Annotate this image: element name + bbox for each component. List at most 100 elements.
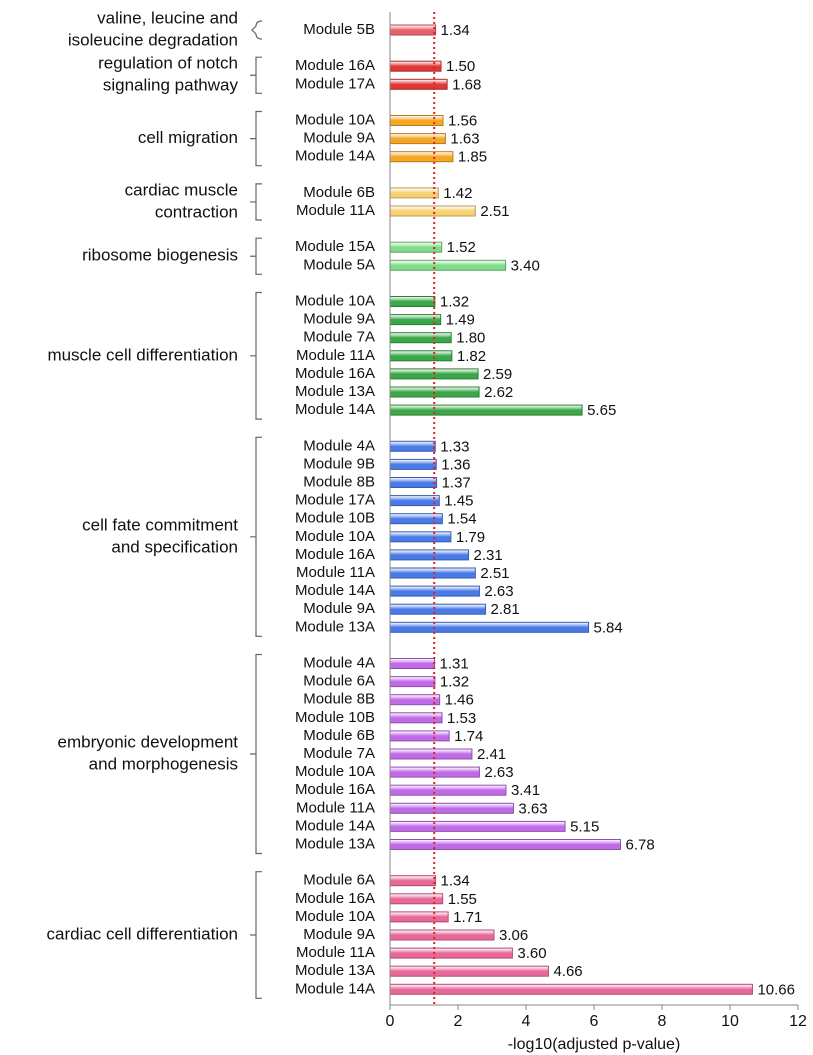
value-label: 1.49 (446, 312, 475, 329)
module-label: Module 11A (296, 799, 375, 816)
bar (389, 495, 440, 507)
group-bracket (250, 110, 262, 167)
module-label: Module 14A (295, 582, 375, 599)
module-label: Module 16A (295, 890, 375, 907)
value-label: 5.65 (587, 402, 616, 419)
value-label: 1.63 (450, 131, 479, 148)
value-label: 1.56 (448, 112, 477, 129)
group-label: valine, leucine and (97, 8, 238, 27)
module-label: Module 13A (295, 835, 375, 852)
value-label: 2.31 (474, 547, 503, 564)
bar (389, 676, 436, 688)
value-label: 1.31 (440, 655, 469, 672)
group-label: isoleucine degradation (68, 30, 238, 49)
module-label: Module 11A (296, 202, 375, 219)
group-label: ribosome biogenesis (82, 246, 238, 265)
group-bracket (250, 56, 262, 94)
module-label: Module 14A (295, 980, 375, 997)
value-label: 1.55 (448, 891, 477, 908)
module-label: Module 10A (295, 763, 375, 780)
module-label: Module 10A (295, 908, 375, 925)
x-tick-label: 6 (590, 1013, 599, 1030)
value-label: 2.51 (480, 203, 509, 220)
group-label: regulation of notch (98, 54, 238, 73)
module-label: Module 5A (303, 256, 375, 273)
group-bracket (251, 20, 263, 40)
value-label: 3.06 (499, 927, 528, 944)
group-bracket (250, 871, 262, 999)
module-label: Module 16A (295, 781, 375, 798)
bar (389, 296, 436, 307)
module-label: Module 14A (295, 817, 375, 834)
value-label: 1.80 (456, 330, 485, 347)
bar (389, 549, 470, 561)
x-tick-label: 4 (522, 1013, 531, 1030)
bar (389, 458, 437, 470)
bar (389, 784, 507, 796)
group-label: embryonic development (58, 732, 239, 751)
value-label: 4.66 (553, 963, 582, 980)
module-label: Module 14A (295, 148, 375, 165)
value-label: 1.82 (457, 348, 486, 365)
value-label: 1.34 (441, 873, 470, 890)
module-label: Module 9A (303, 926, 375, 943)
module-label: Module 13A (295, 618, 375, 635)
value-label: 1.79 (456, 529, 485, 546)
module-label: Module 13A (295, 962, 375, 979)
module-label: Module 9A (303, 130, 375, 147)
module-label: Module 13A (295, 383, 375, 400)
value-label: 3.41 (511, 782, 540, 799)
value-label: 1.42 (443, 185, 472, 202)
value-label: 3.40 (511, 257, 540, 274)
bar (389, 205, 476, 217)
module-label: Module 4A (303, 654, 375, 671)
bar (389, 621, 590, 633)
bar (389, 748, 473, 760)
bar (389, 603, 487, 615)
x-tick-label: 2 (454, 1013, 463, 1030)
value-label: 1.37 (442, 474, 471, 491)
module-label: Module 6B (303, 727, 375, 744)
group-label: contraction (155, 202, 238, 221)
x-tick-label: 0 (386, 1013, 395, 1030)
value-label: 1.33 (440, 438, 469, 455)
bar (389, 730, 450, 742)
bar (389, 694, 441, 706)
group-label: cardiac cell differentiation (46, 924, 238, 943)
bar (389, 911, 449, 923)
group-label: signaling pathway (103, 76, 239, 95)
module-label: Module 8B (303, 473, 375, 490)
x-tick-label: 8 (658, 1013, 667, 1030)
value-label: 1.34 (441, 22, 470, 39)
group-bracket (250, 436, 262, 637)
value-label: 3.60 (517, 945, 546, 962)
module-label: Module 17A (295, 75, 375, 92)
module-label: Module 10A (295, 528, 375, 545)
value-label: 6.78 (626, 836, 655, 853)
value-label: 1.32 (440, 293, 469, 310)
value-label: 1.36 (441, 456, 470, 473)
module-label: Module 17A (295, 492, 375, 509)
value-label: 2.62 (484, 384, 513, 401)
bar (389, 350, 453, 362)
bar (389, 133, 446, 145)
module-label: Module 11A (296, 347, 375, 364)
group-label: muscle cell differentiation (47, 345, 238, 364)
bar (389, 531, 452, 543)
bar (389, 658, 436, 669)
module-label: Module 9A (303, 600, 375, 617)
x-tick-label: 10 (721, 1013, 739, 1030)
bar (389, 929, 495, 941)
module-label: Module 14A (295, 401, 375, 418)
module-label: Module 6A (303, 872, 375, 889)
group-label: cell migration (138, 128, 238, 147)
module-label: Module 11A (296, 564, 375, 581)
group-bracket (250, 237, 262, 275)
group-label: and specification (111, 537, 238, 556)
bar (389, 875, 437, 887)
module-label: Module 9A (303, 311, 375, 328)
group-label: cell fate commitment (82, 515, 238, 534)
bar (389, 820, 566, 832)
module-label: Module 11A (296, 944, 375, 961)
